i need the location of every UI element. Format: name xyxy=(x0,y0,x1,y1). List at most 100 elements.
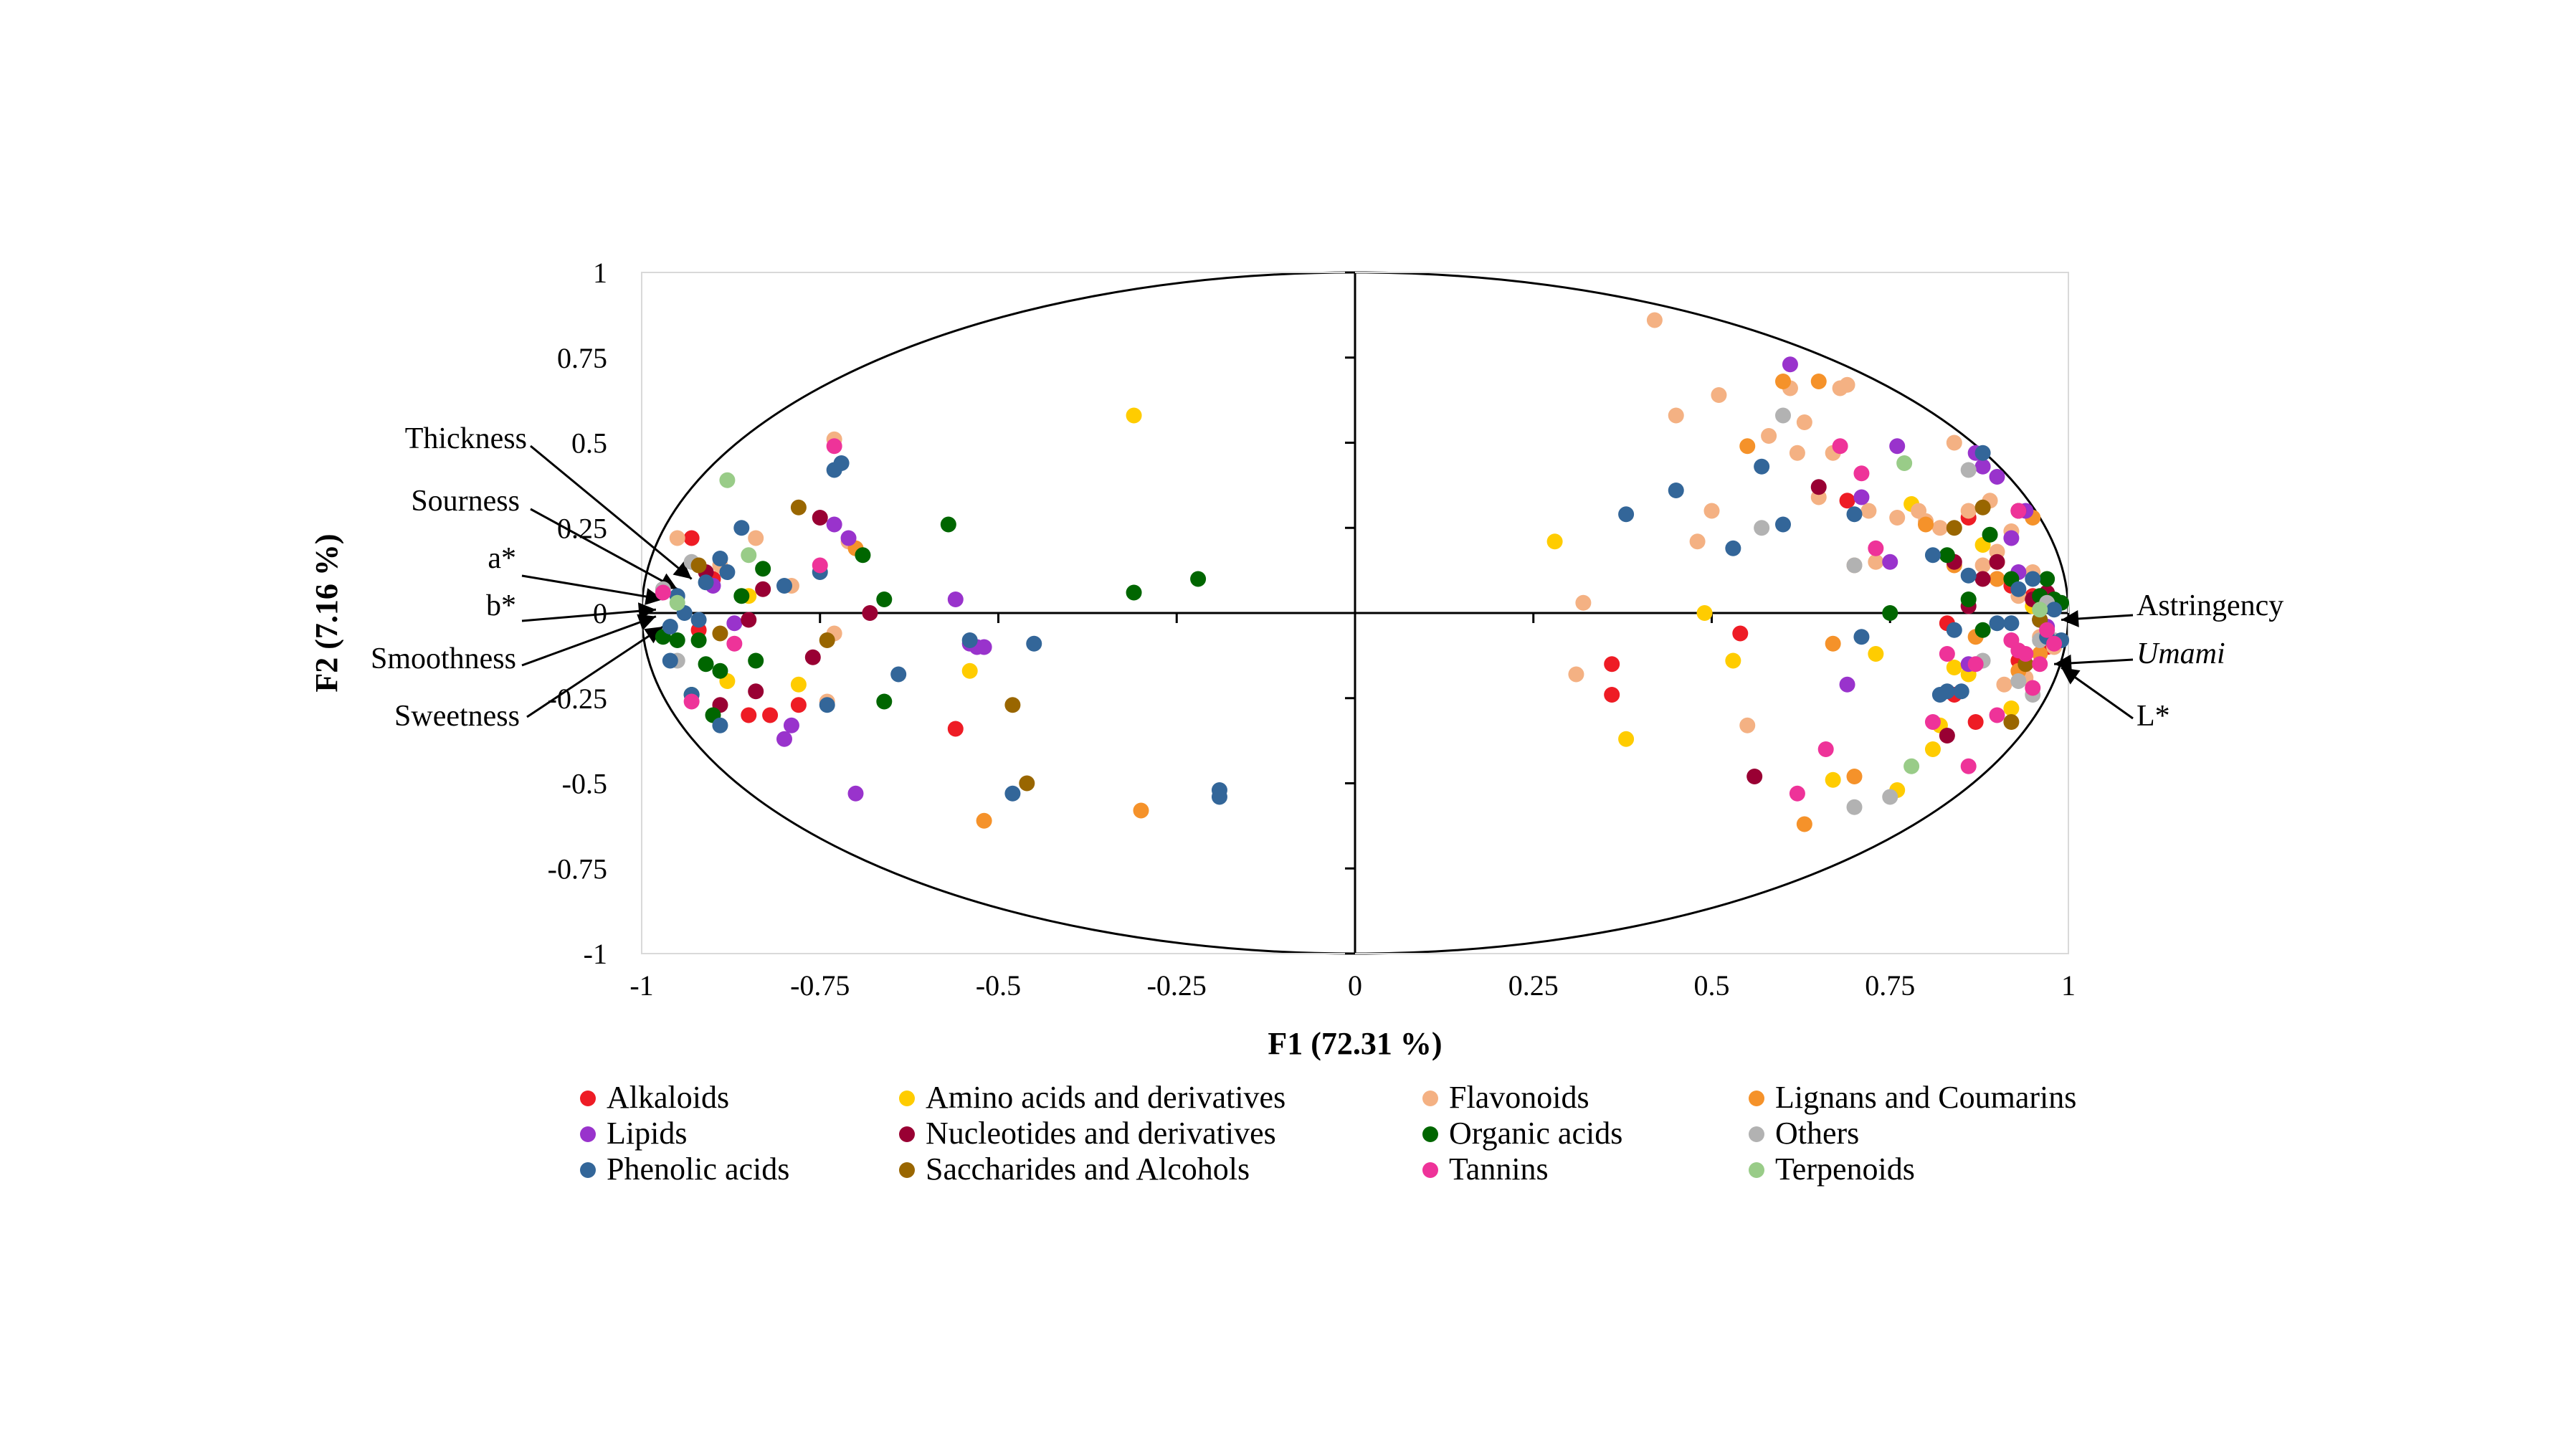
data-point xyxy=(1853,465,1870,482)
data-point xyxy=(690,612,707,628)
data-point xyxy=(1904,758,1920,774)
data-point xyxy=(1696,605,1713,621)
data-point xyxy=(2003,714,2020,730)
x-tick-label: 0.75 xyxy=(1865,969,1915,1002)
legend: Alkaloids Amino acids and derivatives Flav… xyxy=(580,1080,2076,1187)
data-point xyxy=(1725,540,1741,556)
data-point xyxy=(1725,652,1741,669)
data-point xyxy=(748,683,764,700)
data-point xyxy=(812,557,828,574)
data-point xyxy=(1689,533,1706,550)
x-axis-title: F1 (72.31 %) xyxy=(1268,1026,1442,1061)
data-point xyxy=(1939,547,1955,564)
legend-marker xyxy=(1422,1162,1438,1178)
data-point xyxy=(719,564,736,580)
legend-marker xyxy=(899,1162,915,1178)
legend-label: Nucleotides and derivatives xyxy=(926,1116,1276,1151)
data-point xyxy=(1754,458,1770,475)
variable-arrowhead xyxy=(2061,668,2081,685)
legend-label: Organic acids xyxy=(1449,1116,1622,1151)
data-point xyxy=(1946,660,1962,675)
legend-label: Alkaloids xyxy=(607,1080,729,1115)
x-tick-label: 0 xyxy=(1348,969,1362,1002)
data-point xyxy=(1924,547,1941,564)
data-point xyxy=(790,697,807,713)
data-point xyxy=(1846,799,1863,815)
data-point xyxy=(940,516,956,533)
data-point xyxy=(1133,802,1149,819)
data-point xyxy=(1974,445,1991,461)
data-point xyxy=(2017,646,2034,662)
data-point xyxy=(1568,666,1584,683)
data-point xyxy=(1839,376,1855,393)
data-point xyxy=(1953,683,1969,700)
data-point xyxy=(1967,714,1984,730)
data-point xyxy=(1889,438,1906,455)
data-point xyxy=(1960,462,1977,478)
variable-label: L* xyxy=(2137,700,2170,733)
legend-label: Others xyxy=(1775,1116,1859,1151)
data-point xyxy=(1967,656,1984,673)
data-point xyxy=(1004,697,1021,713)
x-tick-label: 0.25 xyxy=(1508,969,1559,1002)
data-point xyxy=(1918,516,1934,533)
data-point xyxy=(1974,557,1991,574)
data-point xyxy=(2039,622,2055,638)
data-point xyxy=(1989,554,2005,570)
data-point xyxy=(1732,625,1749,642)
legend-marker xyxy=(580,1091,596,1106)
data-point xyxy=(1996,676,2012,693)
y-tick-label: -0.5 xyxy=(562,768,607,800)
variable-arrow-line xyxy=(526,625,664,718)
data-point xyxy=(726,615,743,632)
data-point xyxy=(783,717,799,733)
variable-label: Thickness xyxy=(405,422,527,455)
data-point xyxy=(748,530,764,546)
data-point xyxy=(2046,602,2063,618)
legend-marker xyxy=(1422,1126,1438,1142)
data-point xyxy=(1882,554,1898,570)
x-tick-label: -0.5 xyxy=(976,969,1021,1002)
data-point xyxy=(1960,567,1977,584)
legend-label: Flavonoids xyxy=(1449,1080,1589,1115)
data-point xyxy=(741,547,757,564)
data-point xyxy=(690,632,707,648)
y-tick-label: -0.75 xyxy=(548,852,607,885)
variable-arrowhead xyxy=(645,588,663,605)
legend-marker xyxy=(1749,1091,1764,1106)
data-point xyxy=(1846,506,1863,523)
variable-arrow-line xyxy=(521,608,657,622)
data-point xyxy=(1775,374,1791,389)
data-point xyxy=(1846,769,1863,784)
data-point xyxy=(1982,526,1998,543)
variable-arrow-line xyxy=(521,615,657,667)
data-point xyxy=(698,656,714,673)
data-point xyxy=(862,605,878,621)
legend-marker xyxy=(580,1162,596,1178)
data-point xyxy=(1974,571,1991,587)
data-point xyxy=(890,666,907,683)
y-tick-label: -1 xyxy=(584,938,607,970)
data-point xyxy=(1575,594,1592,611)
legend-marker xyxy=(580,1126,596,1142)
data-point xyxy=(1817,741,1834,757)
data-point xyxy=(1618,506,1635,523)
data-point xyxy=(1796,816,1812,832)
data-point xyxy=(1974,622,1991,638)
data-point xyxy=(669,530,685,546)
data-point xyxy=(1782,356,1798,373)
data-point xyxy=(876,592,893,607)
variable-label: b* xyxy=(486,589,516,622)
data-point xyxy=(733,588,750,604)
variable-arrowhead xyxy=(672,561,692,579)
y-tick-label: 0.5 xyxy=(571,427,607,460)
data-point xyxy=(826,438,842,455)
data-point xyxy=(1974,499,1991,516)
legend-label: Saccharides and Alcohols xyxy=(926,1151,1250,1187)
data-point xyxy=(2032,656,2048,673)
data-point xyxy=(741,707,757,723)
data-point xyxy=(976,812,992,829)
data-point xyxy=(1882,789,1898,805)
data-point xyxy=(1810,479,1827,495)
data-point xyxy=(1618,731,1635,747)
